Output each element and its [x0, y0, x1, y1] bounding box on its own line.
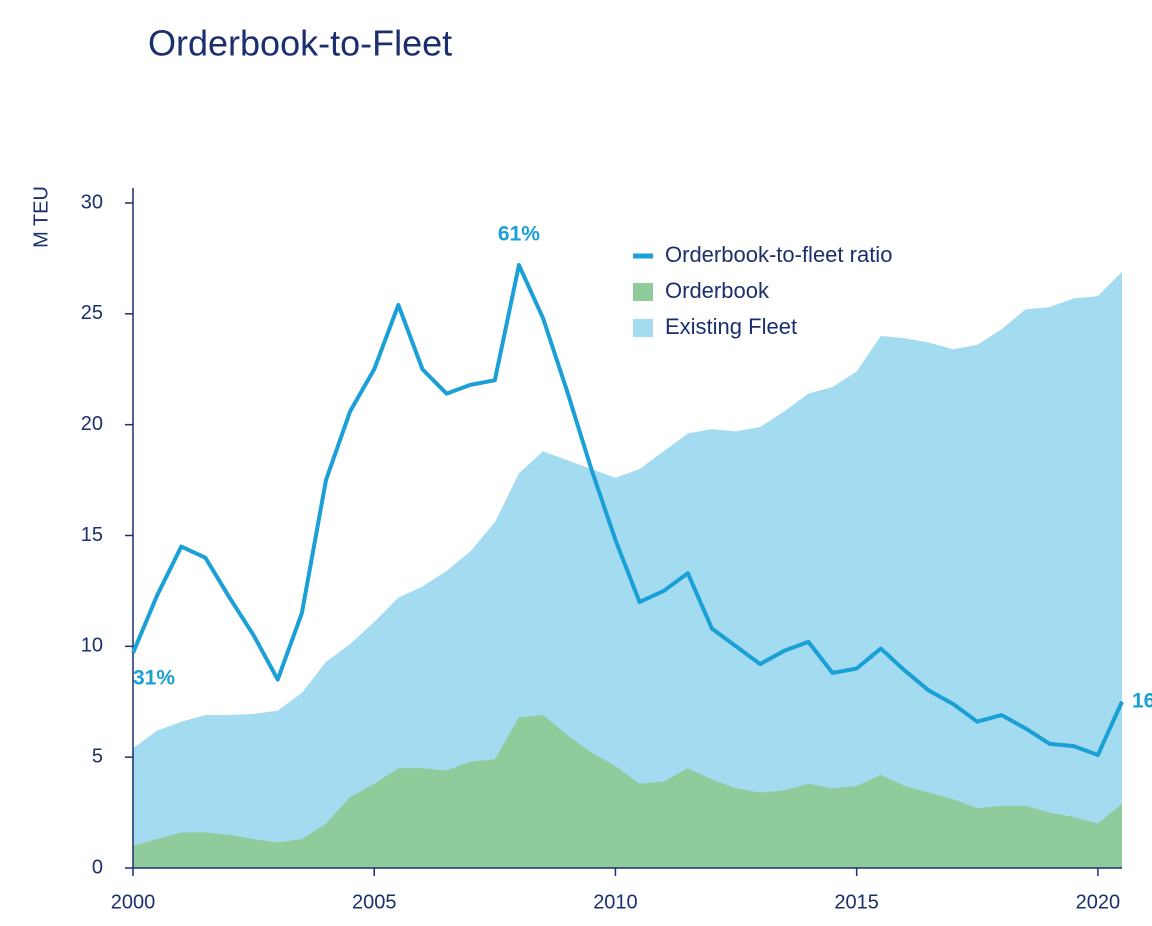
legend-swatch	[633, 319, 653, 337]
y-tick-label: 25	[81, 302, 103, 324]
legend-swatch	[633, 253, 653, 259]
x-tick-label: 2000	[111, 891, 156, 913]
data-label: 31%	[133, 667, 175, 690]
y-tick-label: 20	[81, 413, 103, 435]
legend-label: Orderbook-to-fleet ratio	[665, 242, 892, 267]
y-tick-label: 5	[92, 745, 103, 767]
y-tick-label: 15	[81, 524, 103, 546]
area	[133, 715, 1122, 868]
y-tick-label: 0	[92, 856, 103, 878]
x-tick-label: 2010	[593, 891, 638, 913]
x-tick-label: 2020	[1076, 891, 1121, 913]
chart-title: Orderbook-to-Fleet	[148, 23, 452, 64]
data-label: 16%	[1132, 689, 1152, 712]
y-axis-label: M TEU	[30, 186, 52, 248]
legend-swatch	[633, 283, 653, 301]
x-tick-label: 2015	[834, 891, 879, 913]
y-tick-label: 30	[81, 191, 103, 213]
x-tick-label: 2005	[352, 891, 397, 913]
legend-label: Orderbook	[665, 278, 770, 303]
legend-label: Existing Fleet	[665, 314, 797, 339]
y-tick-label: 10	[81, 635, 103, 657]
data-label: 61%	[498, 223, 540, 246]
ratio-line	[131, 263, 1124, 757]
